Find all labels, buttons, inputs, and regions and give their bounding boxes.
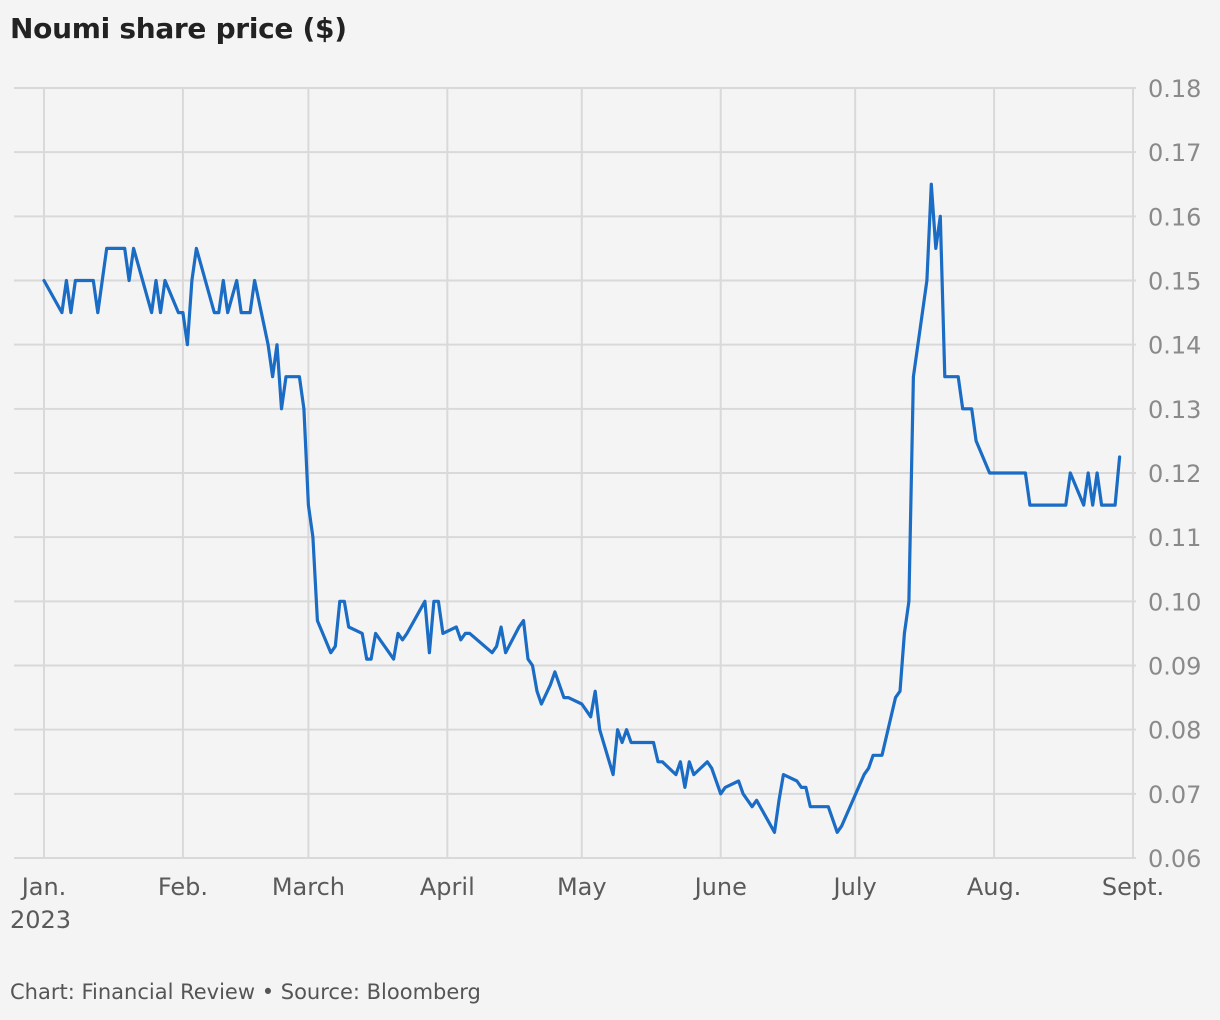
x-tick-label: Aug. — [967, 873, 1022, 901]
y-tick-label: 0.11 — [1148, 524, 1201, 552]
price-line — [42, 182, 1122, 834]
y-tick-label: 0.07 — [1148, 781, 1201, 809]
y-axis-ticks: 0.18 0.17 0.16 0.15 0.14 0.13 0.12 0.11 0.10 0.09… — [1148, 75, 1201, 873]
y-tick-label: 0.14 — [1148, 332, 1201, 360]
y-tick-label: 0.12 — [1148, 460, 1201, 488]
x-tick-label: April — [420, 873, 475, 901]
y-tick-label: 0.09 — [1148, 653, 1201, 681]
y-tick-label: 0.15 — [1148, 268, 1201, 296]
x-tick-label: Feb. — [158, 873, 208, 901]
y-tick-label: 0.06 — [1148, 845, 1201, 873]
source-footer: Chart: Financial Review • Source: Bloomb… — [10, 980, 481, 1004]
gridlines — [14, 87, 1136, 859]
y-tick-label: 0.08 — [1148, 717, 1201, 745]
chart-title: Noumi share price ($) — [10, 12, 347, 45]
x-axis-ticks: Jan. 2023 Feb. March April May June July Aug. Sep… — [10, 873, 1164, 934]
x-tick-label: Sept. — [1102, 873, 1164, 901]
x-tick-label: July — [832, 873, 877, 901]
x-tick-label: March — [272, 873, 345, 901]
y-tick-label: 0.16 — [1148, 203, 1201, 231]
y-tick-label: 0.17 — [1148, 139, 1201, 167]
x-tick-label: June — [693, 873, 747, 901]
x-tick-label: Jan. — [20, 873, 67, 901]
x-tick-year-label: 2023 — [10, 906, 71, 934]
y-tick-label: 0.10 — [1148, 588, 1201, 616]
series-layer — [42, 182, 1122, 834]
line-chart: 0.18 0.17 0.16 0.15 0.14 0.13 0.12 0.11 0.10 0.09… — [10, 75, 1201, 934]
y-tick-label: 0.18 — [1148, 75, 1201, 103]
x-tick-label: May — [557, 873, 607, 901]
y-tick-label: 0.13 — [1148, 396, 1201, 424]
